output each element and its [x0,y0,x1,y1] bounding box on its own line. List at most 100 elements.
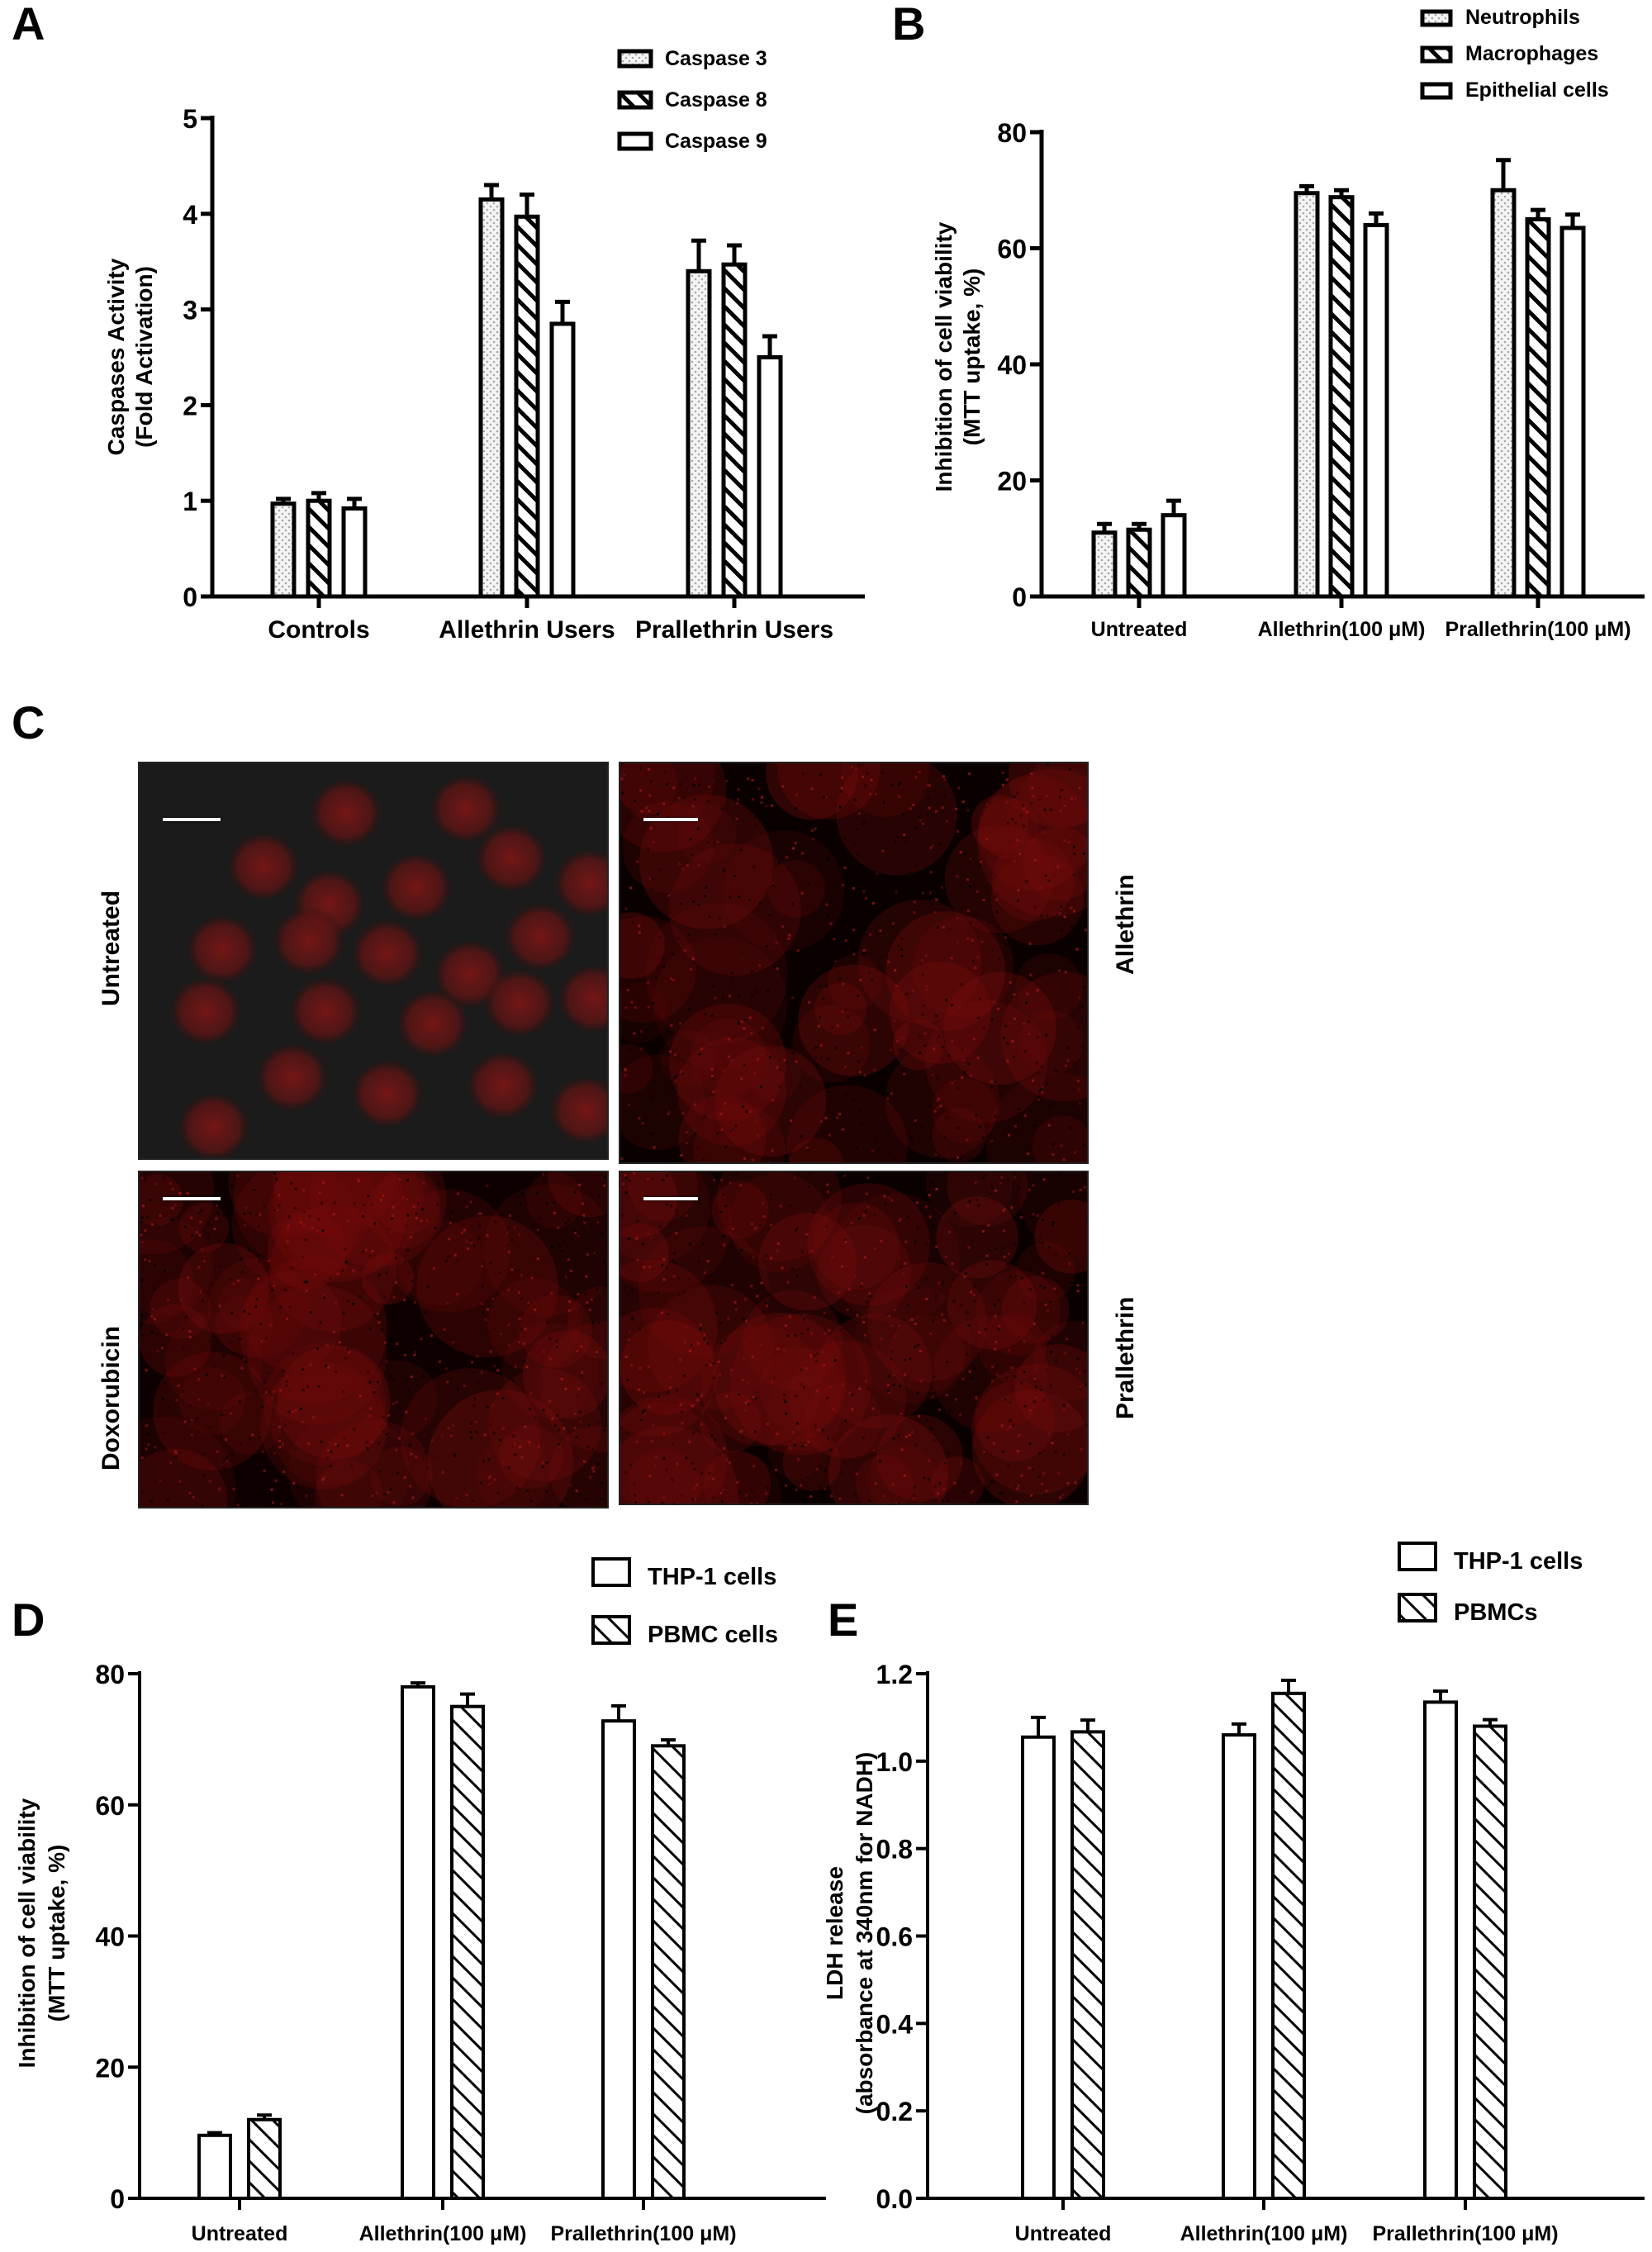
x-tick-label: Prallethrin(100 μM) [1372,2222,1558,2245]
chart-panel-e: 0.0 0.2 0.4 0.6 0.8 1.0 1.2 LDH release (absorba… [822,1542,1645,2245]
svg-text:(absorbance at 340nm for NADH): (absorbance at 340nm for NADH) [852,1752,877,2115]
y-axis-title: Caspases Activity (Fold Activation) [103,258,157,455]
y-tick-label: 40 [997,350,1027,380]
bar [1091,530,1118,599]
y-tick-label: 60 [95,1791,125,1821]
x-tick-label: Untreated [1091,618,1188,641]
svg-text:Caspases Activity: Caspases Activity [103,258,129,455]
bar [1423,1700,1458,2200]
y-axis-title: LDH release (absorbance at 340nm for NADH… [822,1752,877,2115]
y-tick-label: 1.0 [876,1747,913,1777]
bar [401,1684,435,2200]
bar [306,498,332,599]
legend-label: Neutrophils [1465,6,1580,29]
y-tick-label: 4 [183,200,197,230]
bar [601,1719,636,2200]
x-tick-label: Prallethrin(100 μM) [550,2222,736,2245]
legend-label: THP-1 cells [648,1564,776,1590]
x-tick-label: Allethrin(100 μM) [359,2222,527,2245]
y-tick-label: 0.8 [876,1835,913,1865]
y-tick-label: 0.0 [876,2184,913,2214]
y-axis-title: Inhibition of cell viability (MTT uptake,… [931,221,985,492]
bar [1363,222,1389,599]
scale-bar [163,818,221,821]
chart-panel-d: 0 20 40 60 80 Inhibition of cell viability (MT… [14,1557,826,2245]
legend-label: THP-1 cells [1454,1548,1583,1575]
legend-label: Macrophages [1465,42,1598,65]
y-tick-label: 1.2 [876,1660,913,1689]
micrograph-untreated [138,762,609,1160]
scale-bar [643,1197,698,1200]
bar [686,268,712,599]
y-tick-label: 60 [997,235,1027,264]
y-tick-label: 0.6 [876,1922,913,1952]
x-tick-label: Untreated [192,2222,288,2245]
bar [1559,226,1586,599]
y-tick-label: 0 [183,582,197,612]
y-tick-label: 0.4 [876,2009,914,2039]
bar [1222,1733,1256,2200]
legend-swatch [1420,9,1453,27]
chart-panel-b: 0 20 40 60 80 Inhibition of cell viability (MT… [931,6,1645,641]
bar [651,1744,686,2200]
micrograph-untreated-cells [169,774,607,1158]
legend-label: PBMC cells [648,1622,778,1648]
bar [1126,527,1152,599]
micrograph-label-allethrin: Allethrin [1112,874,1139,975]
bar [450,1704,485,2200]
panel-letter-d: D [12,1594,45,1646]
micrograph-prallethrin-texture [620,1172,1087,1504]
x-tick-label: Prallethrin Users [635,616,833,644]
bar [1294,191,1320,599]
panel-letter-a: A [12,0,45,50]
bar [514,214,540,599]
micrograph-label-doxorubicin: Doxorubicin [97,1325,125,1470]
bar [1490,188,1517,599]
y-tick-label: 80 [997,118,1027,148]
y-tick-label: 5 [183,104,197,134]
scale-bar [163,1197,221,1200]
micrograph-doxorubicin [138,1171,609,1508]
legend-swatch [1420,82,1453,100]
y-tick-label: 80 [95,1660,125,1689]
micrograph-label-untreated: Untreated [97,890,125,1006]
scale-bar [643,818,698,821]
panel-letter-b: B [892,0,926,50]
y-tick-label: 0.2 [876,2097,913,2126]
bar [197,2133,232,2201]
micrograph-prallethrin [619,1171,1089,1505]
legend-label: PBMCs [1454,1599,1538,1626]
bar [1161,513,1187,599]
svg-text:Inhibition of cell viability: Inhibition of cell viability [14,1798,40,2068]
micrograph-allethrin-texture [620,763,1087,1162]
bar [1070,1730,1105,2200]
y-tick-label: 40 [95,1922,125,1952]
x-tick-label: Controls [268,616,369,644]
svg-text:LDH release: LDH release [822,1866,847,2000]
svg-text:(MTT uptake, %): (MTT uptake, %) [959,268,985,446]
svg-text:Inhibition of cell viability: Inhibition of cell viability [931,221,957,492]
bar [1021,1735,1056,2201]
bar [247,2117,282,2200]
y-tick-label: 20 [997,467,1027,496]
legend-swatch [1420,45,1453,64]
x-tick-label: Prallethrin(100 μM) [1445,618,1631,641]
legend-swatch [1398,1593,1437,1622]
micrograph-allethrin [619,762,1089,1164]
bar [270,501,297,599]
legend-swatch [1398,1542,1437,1571]
y-tick-label: 1 [183,487,197,516]
legend-swatch [617,90,653,110]
micrograph-label-prallethrin: Prallethrin [1112,1296,1139,1419]
chart-panel-a: 0 1 2 3 4 5 Caspases Activity (Fold Activation)… [103,47,865,644]
bar [1525,216,1551,599]
y-tick-label: 3 [183,296,197,325]
legend-label: Caspase 3 [665,47,767,70]
bar [1328,195,1355,599]
y-tick-label: 0 [110,2184,125,2214]
bar [721,262,748,599]
x-tick-label: Untreated [1015,2222,1112,2245]
panel-letter-e: E [828,1594,859,1646]
legend-swatch [591,1615,631,1645]
